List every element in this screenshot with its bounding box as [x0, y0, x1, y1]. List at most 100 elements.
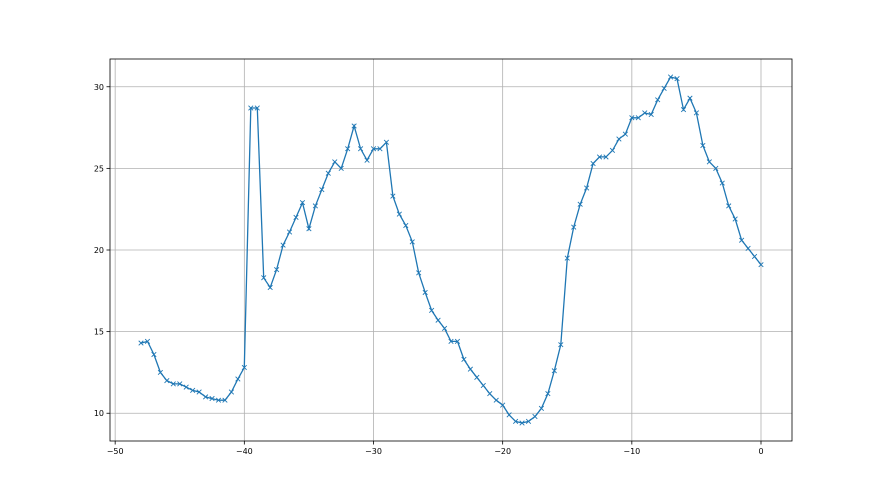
data-point-marker	[461, 356, 467, 362]
data-point-marker	[680, 106, 687, 113]
data-point-marker	[429, 307, 435, 314]
data-point-marker	[416, 270, 422, 276]
data-point-marker	[564, 255, 570, 261]
data-point-marker	[332, 159, 338, 165]
data-point-marker	[674, 75, 680, 82]
data-point-marker	[687, 95, 693, 101]
data-point-marker	[241, 364, 247, 371]
data-point-marker	[299, 200, 306, 206]
y-tick-label: 10	[94, 409, 104, 418]
data-point-marker	[202, 394, 209, 400]
data-point-marker	[325, 170, 331, 176]
data-point-marker	[661, 85, 667, 92]
data-point-marker	[584, 185, 590, 191]
x-tick-label: −10	[623, 447, 640, 456]
data-point-marker	[215, 397, 222, 403]
data-point-marker	[286, 229, 293, 235]
data-point-marker	[228, 389, 235, 395]
data-point-marker	[319, 186, 325, 193]
data-point-marker	[144, 338, 151, 345]
data-point-marker	[512, 418, 519, 425]
x-tick-label: −40	[236, 447, 253, 456]
data-point-marker	[519, 420, 525, 426]
data-point-marker	[706, 159, 712, 165]
data-point-marker	[751, 253, 758, 260]
data-point-marker	[590, 160, 596, 167]
data-point-marker	[267, 284, 273, 291]
data-point-marker	[248, 105, 254, 111]
data-point-marker	[571, 224, 577, 230]
data-point-marker	[409, 239, 415, 245]
data-point-marker	[338, 165, 344, 171]
data-point-marker	[726, 203, 732, 209]
x-tick-label: −20	[494, 447, 511, 456]
data-point-marker	[164, 377, 170, 384]
data-point-marker	[435, 317, 441, 323]
data-point-marker	[422, 289, 428, 296]
data-point-marker	[629, 115, 635, 121]
data-point-marker	[648, 111, 654, 118]
data-point-marker	[655, 97, 661, 103]
data-point-marker	[454, 338, 461, 345]
data-point-marker	[616, 136, 622, 142]
data-point-marker	[183, 384, 189, 390]
grid	[110, 59, 792, 441]
x-tick-label: −50	[107, 447, 124, 456]
data-point-marker	[532, 413, 538, 420]
data-point-marker	[467, 366, 473, 372]
data-point-marker	[403, 222, 409, 229]
data-point-marker	[525, 418, 532, 425]
data-point-marker	[758, 262, 764, 268]
data-point-marker	[500, 402, 506, 408]
data-point-marker	[306, 226, 312, 232]
data-point-marker	[558, 342, 564, 348]
data-point-marker	[377, 146, 383, 152]
data-point-marker	[622, 131, 628, 137]
data-point-marker	[138, 340, 144, 346]
data-point-marker	[739, 237, 745, 243]
data-point-marker	[713, 165, 719, 171]
data-point-marker	[480, 382, 486, 389]
data-point-marker	[474, 374, 480, 380]
data-point-marker	[177, 381, 183, 387]
data-point-marker	[538, 405, 545, 411]
data-point-marker	[545, 391, 551, 397]
data-point-marker	[357, 146, 364, 152]
data-point-marker	[596, 154, 603, 160]
data-point-marker	[487, 391, 493, 397]
y-tick-label: 15	[94, 328, 104, 337]
data-point-marker	[493, 397, 499, 403]
data-point-marker	[364, 157, 370, 163]
data-point-marker	[719, 180, 725, 186]
data-point-marker	[190, 387, 196, 394]
y-tick-label: 30	[94, 83, 104, 92]
data-point-marker	[261, 275, 267, 281]
data-point-marker	[274, 266, 280, 273]
data-point-marker	[280, 242, 286, 248]
data-point-marker	[370, 146, 377, 152]
data-point-marker	[254, 105, 260, 111]
data-point-marker	[441, 325, 448, 331]
data-point-marker	[693, 110, 700, 116]
data-point-marker	[157, 369, 163, 376]
data-point-marker	[642, 110, 648, 116]
x-tick-label: −30	[365, 447, 382, 456]
data-point-marker	[293, 214, 299, 220]
axis-ticks: −50 −40 −30 −20 −10 0 10 15 20 25 30	[94, 83, 764, 456]
data-point-marker	[745, 245, 751, 251]
data-point-marker	[209, 395, 215, 402]
data-point-marker	[383, 139, 390, 145]
y-tick-label: 20	[94, 246, 104, 255]
data-point-marker	[506, 412, 512, 418]
x-tick-label: 0	[758, 447, 763, 456]
data-point-marker	[235, 376, 241, 382]
data-point-marker	[700, 142, 706, 149]
data-point-marker	[151, 351, 157, 358]
data-point-marker	[667, 74, 674, 80]
y-tick-label: 25	[94, 164, 104, 173]
data-point-marker	[448, 338, 454, 345]
data-point-marker	[732, 216, 738, 222]
data-point-marker	[577, 201, 583, 207]
data-point-marker	[551, 368, 557, 374]
